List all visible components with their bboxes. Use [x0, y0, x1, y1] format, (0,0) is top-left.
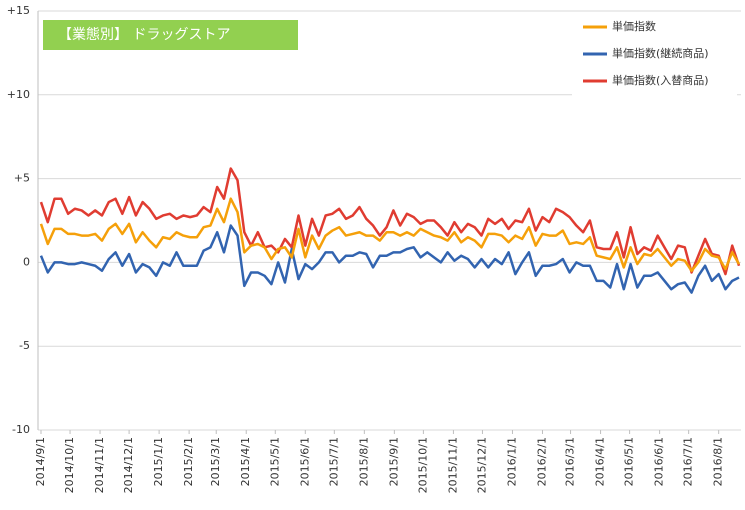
x-tick-label: 2014/9/1 — [34, 437, 47, 486]
x-tick-label: 2016/4/1 — [594, 437, 607, 486]
x-tick-label: 2015/1/1 — [152, 437, 165, 486]
x-tick-label: 2014/11/1 — [93, 437, 106, 493]
x-tick-label: 2016/8/1 — [712, 437, 725, 486]
x-tick-label: 2016/1/1 — [505, 437, 518, 486]
series-line — [39, 224, 740, 294]
x-tick-label: 2016/6/1 — [653, 437, 666, 486]
x-tick-label: 2016/5/1 — [623, 437, 636, 486]
y-tick-label: +10 — [7, 88, 30, 101]
x-tick-label: 2015/3/1 — [209, 437, 222, 486]
series-line — [39, 197, 741, 273]
y-tick-label: +5 — [14, 172, 30, 185]
x-tick-label: 2015/4/1 — [239, 437, 252, 486]
x-tick-label: 2014/10/1 — [63, 437, 76, 493]
y-tick-label: -10 — [12, 423, 30, 436]
y-tick-label: 0 — [23, 255, 30, 268]
series-line — [39, 167, 741, 276]
x-tick-label: 2015/5/1 — [268, 437, 281, 486]
x-tick-label: 2015/9/1 — [387, 437, 400, 486]
y-tick-label: -5 — [19, 339, 30, 352]
x-tick-label: 2015/8/1 — [357, 437, 370, 486]
x-tick-label: 2015/7/1 — [327, 437, 340, 486]
x-tick-label: 2016/2/1 — [535, 437, 548, 486]
x-tick-label: 2015/11/1 — [446, 437, 459, 493]
y-tick-label: +15 — [7, 4, 30, 17]
x-tick-label: 2015/10/1 — [416, 437, 429, 493]
x-tick-label: 2015/6/1 — [298, 437, 311, 486]
x-tick-label: 2015/12/1 — [475, 437, 488, 493]
x-tick-label: 2014/12/1 — [122, 437, 135, 493]
legend-label: 単価指数(継続商品) — [612, 46, 709, 60]
x-tick-label: 2016/3/1 — [564, 437, 577, 486]
chart-title: 【業態別】 ドラッグストア — [58, 27, 230, 43]
title-box — [43, 20, 298, 50]
x-tick-label: 2016/7/1 — [682, 437, 695, 486]
legend-label: 単価指数(入替商品) — [612, 73, 709, 87]
x-tick-label: 2015/2/1 — [182, 437, 195, 486]
legend-label: 単価指数 — [612, 19, 656, 33]
